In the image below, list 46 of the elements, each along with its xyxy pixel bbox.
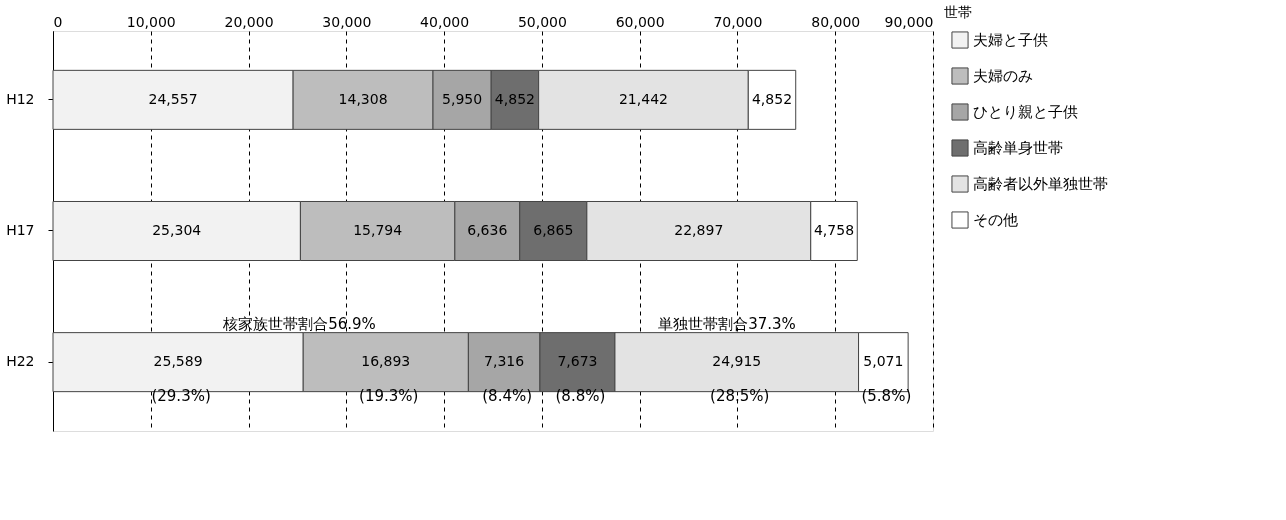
x-tick-label: 60,000	[615, 13, 665, 30]
legend-label: ひとり親と子供	[973, 103, 1078, 121]
data-label: 7,316	[484, 353, 525, 370]
data-label: 5,071	[863, 353, 904, 370]
x-axis-title: 世帯	[943, 3, 972, 20]
legend-label: 夫婦のみ	[973, 67, 1033, 85]
y-tick-label: H17	[6, 222, 35, 238]
annotation: (29.3%)	[151, 387, 211, 406]
legend-label: 高齢者以外単独世帯	[973, 175, 1108, 193]
x-tick-label: 80,000	[811, 13, 861, 30]
data-label: 4,852	[751, 90, 793, 107]
data-label: 6,865	[533, 222, 574, 238]
annotation: (8.4%)	[482, 387, 533, 406]
data-label: 7,673	[557, 353, 598, 370]
data-label: 4,758	[813, 222, 855, 238]
annotation: (19.3%)	[359, 387, 419, 406]
x-tick-label: 10,000	[126, 13, 176, 30]
x-tick-label: 90,000	[884, 13, 934, 30]
x-tick-label: 30,000	[322, 13, 372, 30]
annotation: (8.8%)	[555, 387, 606, 406]
x-tick-label: 20,000	[224, 13, 274, 30]
data-label: 15,794	[353, 222, 403, 238]
data-label: 16,893	[361, 353, 411, 370]
legend-label: その他	[973, 211, 1018, 229]
annotation: (5.8%)	[861, 387, 912, 406]
y-tick-label: H12	[6, 90, 35, 107]
x-tick-label: 70,000	[713, 13, 763, 30]
data-label: 21,442	[618, 90, 668, 107]
data-label: 5,950	[442, 90, 483, 107]
data-label: 25,304	[152, 222, 202, 238]
data-label: 24,557	[148, 90, 198, 107]
legend-label: 夫婦と子供	[973, 31, 1048, 49]
data-label: 25,589	[153, 353, 203, 370]
data-label: 4,852	[494, 90, 535, 107]
x-tick-label: 40,000	[420, 13, 470, 30]
annotation: 核家族世帯割合56.9%	[222, 315, 376, 334]
annotation: (28.5%)	[710, 387, 770, 406]
legend-label: 高齢単身世帯	[973, 139, 1063, 157]
data-label: 22,897	[674, 222, 724, 238]
data-label: 14,308	[338, 90, 388, 107]
data-label: 24,915	[712, 353, 762, 370]
data-label: 6,636	[467, 222, 508, 238]
y-tick-label: H22	[6, 353, 35, 370]
x-tick-label: 0	[53, 13, 63, 30]
x-tick-label: 50,000	[517, 13, 567, 30]
annotation: 単独世帯割合37.3%	[658, 315, 796, 334]
